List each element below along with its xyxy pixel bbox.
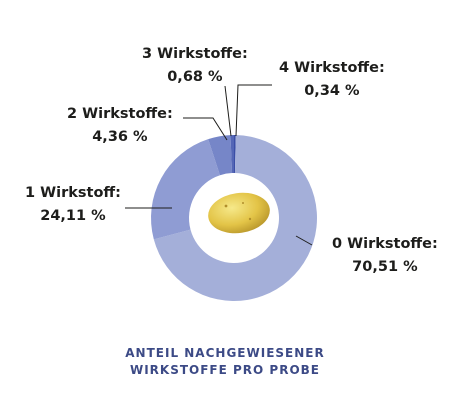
leader-line-4 [235,84,272,137]
slice-label-value-0: 70,51 % [352,259,418,275]
donut-slice-0 [153,135,317,301]
slice-label-name-2: 2 Wirkstoffe: [67,106,173,122]
donut-slice-4 [234,135,236,174]
leader-line-0 [295,235,313,246]
slice-label-value-4: 0,34 % [304,83,360,99]
slice-label-name-3: 3 Wirkstoffe: [142,46,248,62]
chart-caption-line-2: WIRKSTOFFE PRO PROBE [129,363,321,377]
leader-line-2 [183,117,228,141]
slice-labels: 0 Wirkstoffe: 70,51 % 1 Wirkstoff: 24,11 % 2… [25,46,438,275]
slice-label-value-1: 24,11 % [40,208,106,224]
slice-label-name-1: 1 Wirkstoff: [25,185,121,201]
potato-icon [208,192,270,234]
chart-caption-line-1: ANTEIL NACHGEWIESENER [125,346,325,360]
donut-slice-2 [208,135,233,176]
slice-label-name-0: 0 Wirkstoffe: [332,236,438,252]
donut-slice-3 [230,135,234,174]
slice-label-value-2: 4,36 % [92,129,148,145]
leader-lines [125,84,313,246]
donut-slice-1 [151,139,220,240]
leader-line-3 [224,85,232,137]
donut-slices [151,135,317,301]
slice-label-value-3: 0,68 % [167,69,223,85]
slice-label-name-4: 4 Wirkstoffe: [279,60,385,76]
